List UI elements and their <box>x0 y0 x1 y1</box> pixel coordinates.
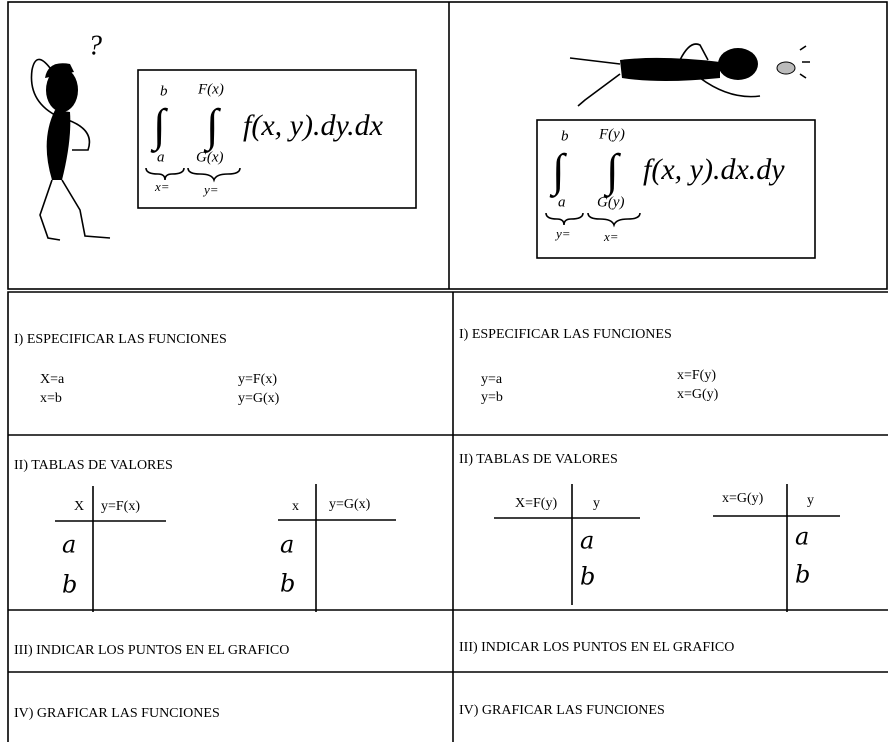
figure-question-mark: ? <box>88 30 102 61</box>
figure-head <box>46 68 78 112</box>
inner-upper: F(y) <box>598 126 625 142</box>
table-header: y <box>593 496 600 511</box>
inner-var: y= <box>202 182 219 197</box>
step-title: IV) GRAFICAR LAS FUNCIONES <box>14 706 220 721</box>
figure-leg <box>61 179 111 239</box>
integrand: f(x, y).dy.dx <box>243 109 384 142</box>
brace <box>587 212 641 228</box>
function-spec: y=G(x) <box>238 391 280 406</box>
figure-arm <box>67 119 91 151</box>
function-spec: x=G(y) <box>677 387 719 402</box>
table-entry: b <box>580 563 595 591</box>
figure-body <box>46 110 71 180</box>
figure-leg <box>39 179 61 241</box>
figure-arm <box>699 77 761 98</box>
function-spec: x=F(y) <box>677 368 716 383</box>
integrand: f(x, y).dx.dy <box>643 153 785 186</box>
inner-lower: G(x) <box>196 149 223 165</box>
table-entry: b <box>795 561 810 589</box>
table-header: x=G(y) <box>722 491 764 506</box>
figure-leg <box>569 57 621 107</box>
figure-body <box>620 57 720 81</box>
brace <box>187 167 241 183</box>
outer-lower: a <box>558 194 566 210</box>
table-header: X=F(y) <box>515 496 557 511</box>
step-title: I) ESPECIFICAR LAS FUNCIONES <box>459 327 672 342</box>
table-frame <box>7 291 888 742</box>
function-spec: x=b <box>40 391 62 406</box>
value-table: x y=G(x) a b <box>278 484 396 612</box>
value-table: x=G(y) y a b <box>713 484 840 612</box>
formula: b F(y) ∫ ∫ f(x, y).dx.dy a G(y) y= x= <box>545 126 785 244</box>
table-entry: b <box>62 571 77 599</box>
outer-sign: ∫ <box>150 100 168 154</box>
function-spec: X=a <box>40 372 65 387</box>
brace <box>145 167 185 181</box>
function-spec: y=F(x) <box>238 372 277 387</box>
formula-box <box>536 119 816 259</box>
inner-sign: ∫ <box>603 145 621 199</box>
step-title: II) TABLAS DE VALORES <box>14 458 173 473</box>
step-title: I) ESPECIFICAR LAS FUNCIONES <box>14 332 227 347</box>
outer-sign: ∫ <box>549 145 567 199</box>
brace <box>545 212 584 226</box>
figure-head <box>718 48 758 80</box>
value-table: X y=F(x) a b <box>55 486 166 612</box>
figure-cap <box>45 63 74 78</box>
inner-upper: F(x) <box>197 81 224 97</box>
table-header: X <box>74 499 84 514</box>
top-frame <box>7 1 888 290</box>
outer-var: y= <box>554 226 571 241</box>
step-title: IV) GRAFICAR LAS FUNCIONES <box>459 703 665 718</box>
outer-var: x= <box>154 179 170 194</box>
inner-var: x= <box>603 229 619 244</box>
outer-upper: b <box>561 128 569 144</box>
figure-lines <box>799 45 810 79</box>
table-header: x <box>292 499 299 514</box>
outer-upper: b <box>160 83 168 99</box>
outer-lower: a <box>157 149 165 165</box>
table-entry: a <box>62 531 76 559</box>
formula: b F(x) ∫ ∫ f(x, y).dy.dx a G(x) x= y= <box>145 81 384 197</box>
step-title: III) INDICAR LOS PUNTOS EN EL GRAFICO <box>14 643 289 658</box>
table-header: y <box>807 493 814 508</box>
step-title: III) INDICAR LOS PUNTOS EN EL GRAFICO <box>459 640 734 655</box>
function-spec: y=a <box>481 372 503 387</box>
figure-arm <box>679 43 709 61</box>
function-spec: y=b <box>481 390 503 405</box>
value-table: X=F(y) y a b <box>494 484 640 605</box>
inner-lower: G(y) <box>597 194 624 210</box>
figure-bubble <box>776 61 796 75</box>
step-title: II) TABLAS DE VALORES <box>459 452 618 467</box>
table-header: y=F(x) <box>101 499 140 514</box>
table-entry: a <box>280 531 294 559</box>
table-entry: a <box>580 527 594 555</box>
table-entry: a <box>795 523 809 551</box>
thinking-figure <box>30 58 111 241</box>
figure-arm <box>30 58 56 116</box>
inner-sign: ∫ <box>203 100 221 154</box>
lying-figure <box>569 43 810 107</box>
table-header: y=G(x) <box>329 497 371 512</box>
table-entry: b <box>280 570 295 598</box>
formula-box <box>137 69 417 209</box>
